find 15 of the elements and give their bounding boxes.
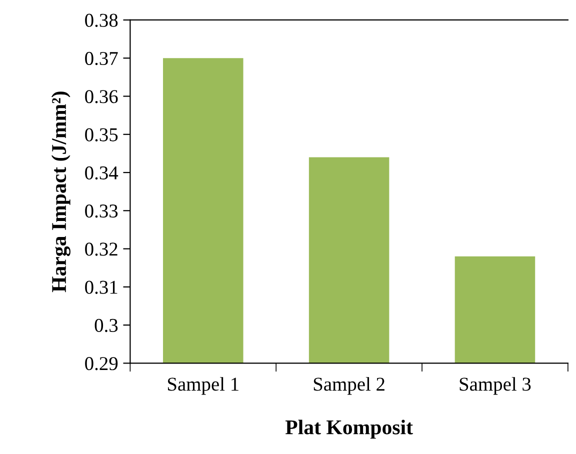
x-axis-title: Plat Komposit — [285, 420, 413, 439]
y-tick-label: 0.31 — [85, 280, 118, 294]
y-tick-label: 0.37 — [85, 52, 118, 66]
y-tick-label: 0.3 — [94, 318, 118, 332]
y-tick-label: 0.33 — [85, 204, 118, 218]
y-tick-label: 0.36 — [85, 90, 118, 104]
y-tick-label: 0.29 — [85, 357, 118, 370]
y-tick-label: 0.34 — [85, 166, 118, 180]
y-tick-label: 0.35 — [85, 128, 118, 142]
x-tick-label: Sampel 2 — [314, 377, 384, 395]
x-tick-label: Sampel 3 — [460, 377, 531, 395]
x-tick-label: Sampel 1 — [168, 377, 238, 395]
y-tick-label: 0.38 — [85, 14, 118, 27]
y-tick-label: 0.32 — [85, 242, 118, 256]
y-axis-title: Harga Impact (J/mm²) — [51, 92, 70, 292]
